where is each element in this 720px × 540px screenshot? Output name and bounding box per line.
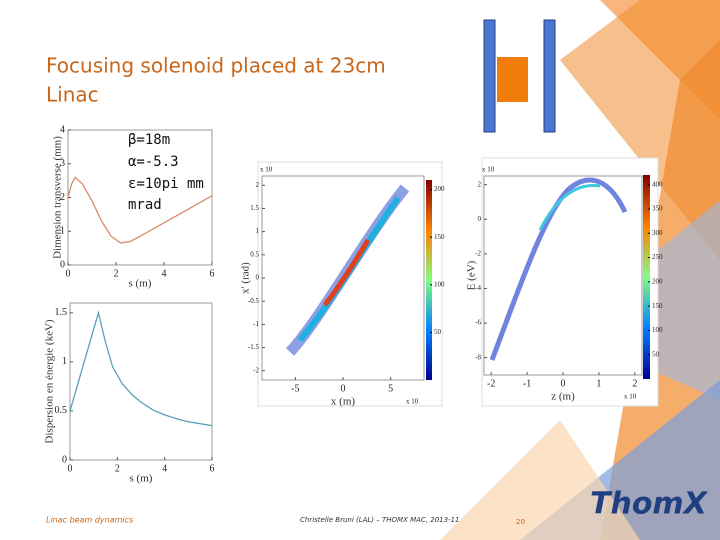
y-tick-label: 4 [60, 124, 65, 135]
y-tick-label: -2 [475, 249, 481, 257]
y-tick-label: 2 [478, 180, 482, 188]
figure-frame [481, 157, 659, 407]
y-tick-label: 3 [60, 158, 65, 169]
parameter: β=18m [128, 132, 170, 148]
axis-scale: x 10 [624, 393, 637, 401]
colorbar-tick-label: 50 [652, 350, 660, 358]
title-line: Linac [46, 83, 99, 107]
x-tick-label: 2 [114, 268, 119, 279]
parameter: α=-5.3 [128, 154, 179, 170]
y-tick-label: 0 [62, 454, 67, 465]
x-axis-label: z (m) [551, 391, 575, 403]
y-tick-label: -1 [253, 320, 259, 328]
y-tick-label: 0 [256, 274, 260, 282]
y-axis-label: x' (rad) [240, 262, 252, 294]
x-tick-label: 5 [388, 383, 393, 394]
y-tick-label: 1 [62, 356, 67, 367]
line [67, 176, 213, 244]
y-axis-label: Dispersion en énergie (keV) [44, 319, 56, 443]
x-tick-label: 1 [596, 378, 601, 389]
x-tick-label: 2 [115, 463, 120, 474]
y-tick-label: -8 [475, 353, 481, 361]
y-tick-label: 1 [60, 226, 65, 237]
colorbar-tick-label: 350 [652, 205, 663, 213]
colorbar-tick-label: 200 [652, 277, 663, 285]
y-tick-label: -2 [253, 366, 259, 374]
colorbar [643, 175, 650, 379]
colorbar-tick-label: 150 [652, 302, 663, 310]
x-tick-label: -1 [523, 378, 531, 389]
y-tick-label: 0.5 [55, 405, 68, 416]
axis-scale: x 10 [482, 166, 495, 174]
x-tick-label: 0 [561, 378, 566, 389]
colorbar-tick-label: 100 [434, 280, 445, 288]
colorbar-tick-label: 400 [652, 180, 663, 188]
page-number: 20 [516, 518, 525, 526]
colorbar-tick-label: 100 [652, 326, 663, 334]
axis-scale: x 10 [406, 398, 419, 406]
colorbar-tick-label: 250 [652, 253, 663, 261]
axis-scale: x 10 [260, 166, 273, 174]
x-tick-label: 4 [162, 463, 167, 474]
y-tick-label: 0 [60, 259, 65, 270]
decoration [440, 0, 720, 540]
footer-center: Christelle Bruni (LAL) – THOMX MAC, 2013… [300, 516, 460, 524]
title-line: Focusing solenoid placed at 23cm [46, 54, 386, 78]
logo: ThomX [590, 487, 709, 522]
y-tick-label: 2 [60, 192, 65, 203]
y-tick-label: -4 [475, 284, 481, 292]
x-tick-label: 0 [341, 383, 346, 394]
colorbar [426, 180, 432, 380]
x-axis-label: s (m) [129, 278, 152, 290]
x-axis-label: x (m) [331, 396, 355, 408]
x-tick-label: 6 [210, 463, 215, 474]
x-axis-label: s (m) [130, 473, 153, 485]
x-tick-label: 0 [66, 268, 71, 279]
parameter: mrad [128, 197, 162, 213]
x-tick-label: 0 [68, 463, 73, 474]
y-axis-label: Dimension transverse (mm) [52, 136, 64, 259]
y-tick-label: 1 [256, 227, 260, 235]
x-tick-label: -5 [291, 383, 299, 394]
x-tick-label: 4 [162, 268, 167, 279]
figure-frame [257, 161, 443, 407]
colorbar-tick-label: 50 [434, 328, 442, 336]
x-tick-label: 2 [632, 378, 637, 389]
y-tick-label: 1.5 [55, 307, 68, 318]
y-tick-label: -0.5 [248, 297, 260, 305]
y-tick-label: 0 [478, 215, 482, 223]
line [69, 310, 213, 427]
y-tick-label: 1.5 [250, 204, 259, 212]
y-axis-label: E (eV) [466, 260, 478, 290]
y-tick-label: 0.5 [250, 250, 259, 258]
footer-left: Linac beam dynamics [46, 516, 133, 525]
y-tick-label: -1.5 [248, 343, 260, 351]
parameter: ε=10pi mm [128, 176, 204, 192]
y-tick-label: -6 [475, 319, 481, 327]
colorbar-tick-label: 150 [434, 233, 445, 241]
colorbar-tick-label: 200 [434, 185, 445, 193]
axes-box [69, 302, 213, 461]
y-tick-label: 2 [256, 181, 260, 189]
x-tick-label: -2 [487, 378, 495, 389]
x-tick-label: 6 [210, 268, 215, 279]
phase-space-scatter [285, 177, 628, 361]
colorbar-tick-label: 300 [652, 229, 663, 237]
